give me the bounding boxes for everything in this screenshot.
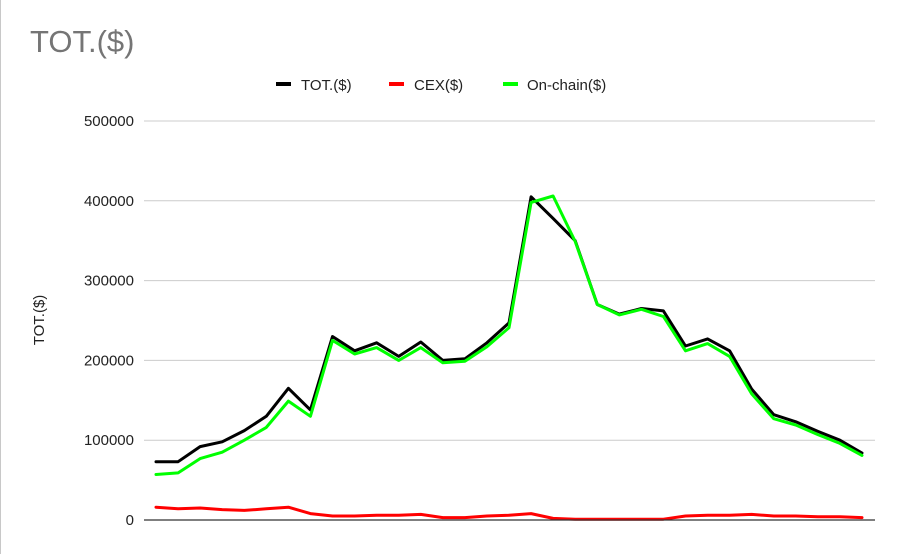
legend-label: CEX($) (414, 77, 463, 94)
legend-label: TOT.($) (301, 77, 352, 94)
legend-swatch (503, 82, 518, 86)
y-tick-label: 300000 (84, 273, 134, 290)
y-tick-label: 0 (126, 512, 134, 529)
y-axis-title: TOT.($) (31, 295, 48, 346)
y-tick-label: 200000 (84, 352, 134, 369)
legend-swatch (276, 82, 291, 86)
y-tick-label: 100000 (84, 432, 134, 449)
legend-swatch (389, 82, 404, 86)
gridlines (144, 120, 875, 441)
y-axis-ticks: 0 100000 200000 300000 400000 500000 (84, 113, 134, 529)
series-line-on-chain (154, 194, 864, 476)
legend-label: On-chain($) (527, 77, 606, 94)
left-border (0, 0, 1, 554)
series-lines (154, 194, 864, 521)
chart-title: TOT.($) (30, 24, 135, 59)
series-line-cex (154, 505, 864, 521)
legend: TOT.($) CEX($) On-chain($) (276, 77, 606, 94)
y-tick-label: 400000 (84, 193, 134, 210)
y-tick-label: 500000 (84, 113, 134, 130)
